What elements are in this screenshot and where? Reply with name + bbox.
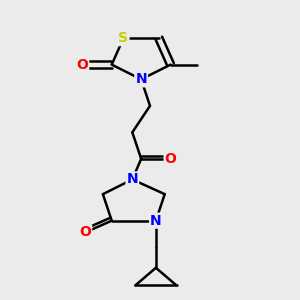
Text: N: N: [150, 214, 162, 228]
Text: O: O: [76, 58, 88, 72]
Text: N: N: [135, 72, 147, 86]
Text: N: N: [127, 172, 138, 186]
Text: S: S: [118, 31, 128, 45]
Text: O: O: [165, 152, 176, 166]
Text: O: O: [79, 225, 91, 239]
